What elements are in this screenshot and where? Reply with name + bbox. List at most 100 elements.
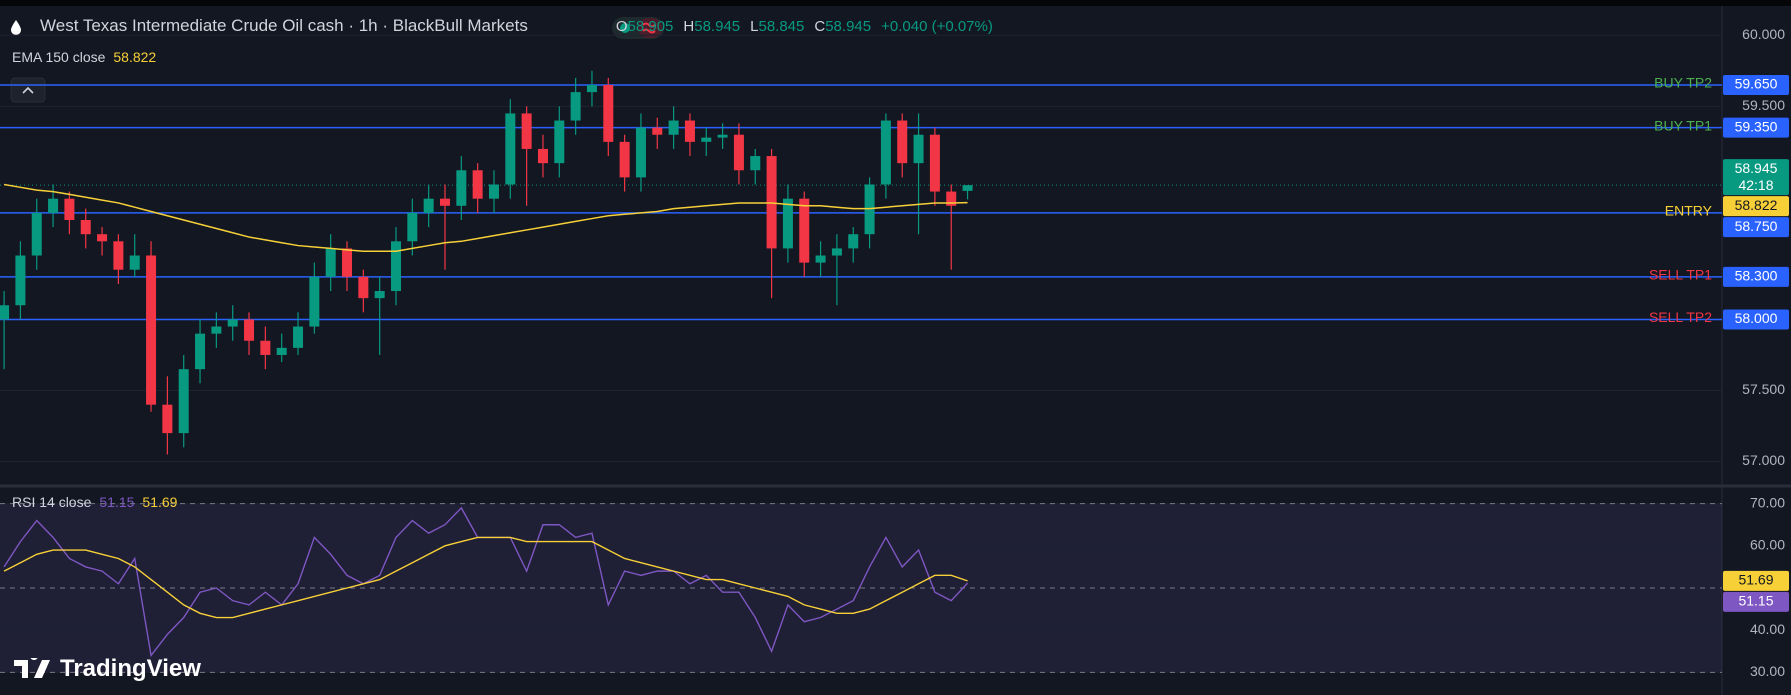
rsi-badge-text: 51.69 bbox=[1738, 572, 1773, 588]
status-icon bbox=[642, 22, 656, 34]
candle-body bbox=[799, 198, 810, 263]
candle-body bbox=[31, 212, 42, 256]
header: West Texas Intermediate Crude Oil cash ·… bbox=[12, 16, 993, 36]
ohlc: O58.905 H58.945 L58.845 C58.945 +0.040 (… bbox=[616, 18, 993, 35]
candle-body bbox=[309, 276, 320, 327]
close-value: 58.945 bbox=[825, 17, 872, 35]
top-bar bbox=[0, 0, 1791, 6]
candle-body bbox=[423, 198, 434, 213]
candle-body bbox=[472, 170, 483, 199]
open-value: 58.905 bbox=[627, 17, 674, 35]
symbol-icon bbox=[11, 20, 21, 35]
level-badge bbox=[1723, 217, 1789, 238]
candle-body bbox=[554, 120, 565, 164]
candle-body bbox=[439, 198, 450, 206]
candle-body bbox=[717, 134, 728, 138]
candle-body bbox=[521, 113, 532, 149]
low-label: L bbox=[750, 17, 759, 35]
candle-body bbox=[684, 120, 695, 142]
price-badge-text: 42:18 bbox=[1738, 177, 1773, 193]
candle-body bbox=[488, 184, 499, 199]
candle-body bbox=[244, 319, 255, 341]
candle-body bbox=[358, 276, 369, 299]
rsi-badge bbox=[1723, 591, 1789, 612]
high: H58.945 bbox=[683, 18, 740, 35]
level-badge bbox=[1723, 75, 1789, 96]
candle-body bbox=[15, 255, 26, 306]
candle-body bbox=[635, 127, 646, 178]
candle-body bbox=[48, 198, 59, 213]
price-badge bbox=[1723, 159, 1789, 196]
candle-body bbox=[113, 241, 124, 270]
level-name: SELL TP2 bbox=[1649, 309, 1712, 325]
collapse-icon bbox=[22, 86, 34, 94]
candle-body bbox=[146, 255, 157, 405]
candle-body bbox=[342, 248, 353, 277]
rsi-badge bbox=[1723, 570, 1789, 591]
candle-body bbox=[374, 291, 385, 299]
price-badge-text: 58.945 bbox=[1735, 160, 1778, 176]
title: West Texas Intermediate Crude Oil cash ·… bbox=[40, 16, 528, 35]
candle-body bbox=[195, 333, 206, 370]
ema-legend: EMA 150 close 58.822 bbox=[12, 49, 156, 65]
candle-body bbox=[407, 212, 418, 242]
candle-body bbox=[619, 141, 630, 178]
candle-body bbox=[80, 219, 91, 235]
candle-body bbox=[880, 120, 891, 185]
level-name: SELL TP1 bbox=[1649, 267, 1712, 283]
candle-body bbox=[929, 134, 940, 192]
candle-body bbox=[586, 85, 597, 93]
candle-body bbox=[913, 134, 924, 164]
level-name: BUY TP2 bbox=[1654, 75, 1712, 91]
status-dot bbox=[620, 23, 630, 33]
candle-body bbox=[178, 369, 189, 434]
candle-body bbox=[668, 120, 679, 135]
change: +0.040 (+0.07%) bbox=[881, 17, 993, 35]
collapse-button[interactable] bbox=[10, 77, 46, 103]
ema-badge-text: 58.822 bbox=[1735, 197, 1778, 213]
candle-body bbox=[815, 255, 826, 263]
level-badge-text: 58.750 bbox=[1735, 218, 1778, 234]
candle-body bbox=[537, 148, 548, 164]
candle-body bbox=[652, 127, 663, 135]
rsi-name: RSI 14 close bbox=[12, 494, 92, 510]
candle-body bbox=[162, 404, 173, 434]
rsi-line bbox=[3, 536, 968, 619]
y-tick-label: 30.00 bbox=[1750, 663, 1785, 679]
candle-body bbox=[603, 85, 614, 142]
candle-body bbox=[0, 305, 10, 320]
candle-body bbox=[750, 156, 761, 171]
candle-body bbox=[211, 326, 222, 334]
y-tick-label: 60.000 bbox=[1742, 26, 1785, 42]
y-tick-label: 40.00 bbox=[1750, 621, 1785, 637]
candle-body bbox=[276, 347, 287, 355]
rsi-value: 51.15 bbox=[99, 494, 135, 510]
candle-body bbox=[97, 234, 108, 242]
candle-body bbox=[962, 185, 973, 191]
ema-value: 58.822 bbox=[113, 49, 157, 65]
level-badge bbox=[1723, 309, 1789, 330]
y-tick-label: 57.000 bbox=[1742, 452, 1785, 468]
rsi-badge-text: 51.15 bbox=[1738, 593, 1773, 609]
open: O58.905 bbox=[616, 18, 674, 35]
high-value: 58.945 bbox=[694, 17, 741, 35]
candle-body bbox=[391, 241, 402, 292]
level-name: BUY TP1 bbox=[1654, 117, 1712, 133]
low-value: 58.845 bbox=[758, 17, 805, 35]
close-label: C bbox=[814, 17, 826, 35]
candle-body bbox=[325, 248, 336, 277]
y-tick-label: 70.00 bbox=[1750, 494, 1785, 510]
branding: TradingView bbox=[14, 655, 201, 683]
rsi-ma-value: 51.69 bbox=[142, 494, 178, 510]
y-tick-label: 59.500 bbox=[1742, 97, 1785, 113]
candle-body bbox=[293, 326, 304, 348]
level-badge bbox=[1723, 117, 1789, 138]
low: L58.845 bbox=[750, 18, 804, 35]
logo bbox=[14, 658, 50, 678]
level-name: ENTRY bbox=[1665, 203, 1713, 219]
candle-body bbox=[570, 92, 581, 121]
candle-body bbox=[831, 248, 842, 256]
ema-name: EMA 150 close bbox=[12, 49, 106, 65]
